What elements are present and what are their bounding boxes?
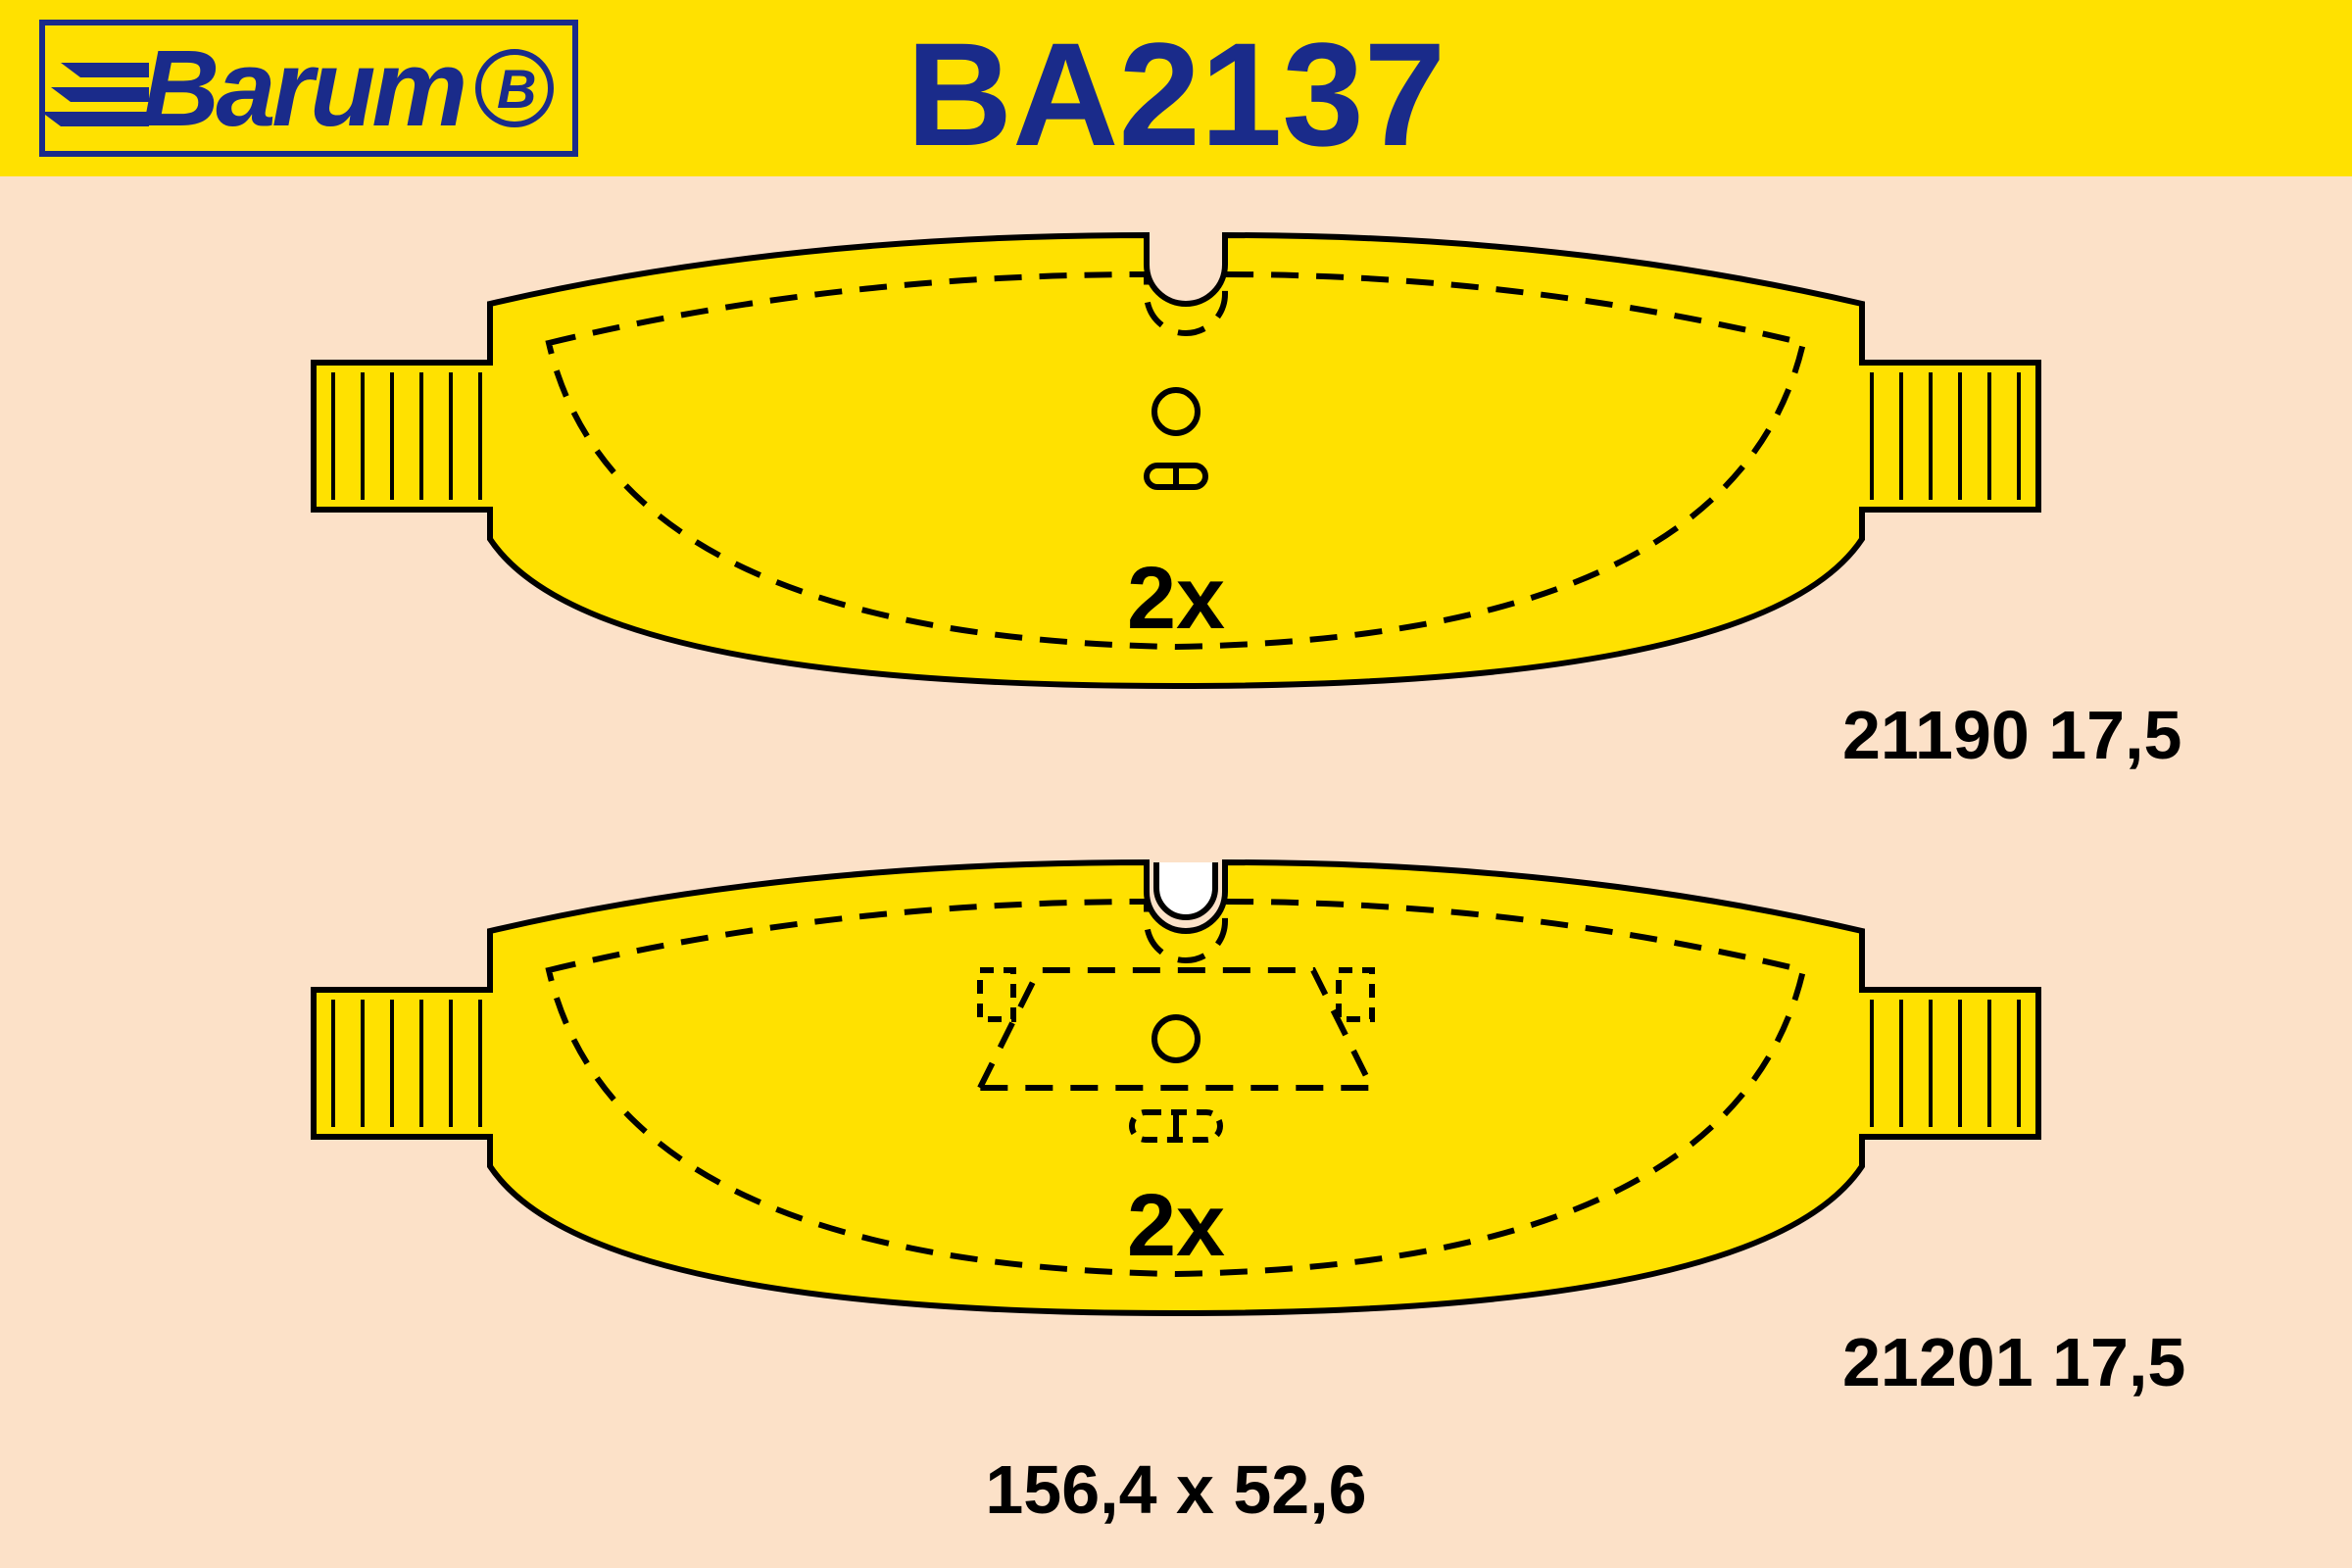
brand-badge-icon: B: [475, 49, 554, 127]
part-number: BA2137: [906, 10, 1446, 179]
pad-bottom-reference: 21201 17,5: [1842, 1323, 2185, 1401]
pad-top-quantity: 2x: [1127, 549, 1225, 650]
header-bar: Barum B BA2137: [0, 0, 2352, 176]
page: Barum B BA2137: [0, 0, 2352, 1568]
dimensions-label: 156,4 x 52,6: [985, 1450, 1366, 1529]
diagram-area: 2x 21190 17,5: [0, 176, 2352, 1568]
brand-logo-box: Barum B: [39, 20, 578, 157]
pad-bottom-quantity: 2x: [1127, 1176, 1225, 1277]
logo-wing-icon: [41, 53, 149, 141]
brand-name: Barum: [142, 26, 464, 151]
pad-top-reference: 21190 17,5: [1842, 696, 2181, 774]
